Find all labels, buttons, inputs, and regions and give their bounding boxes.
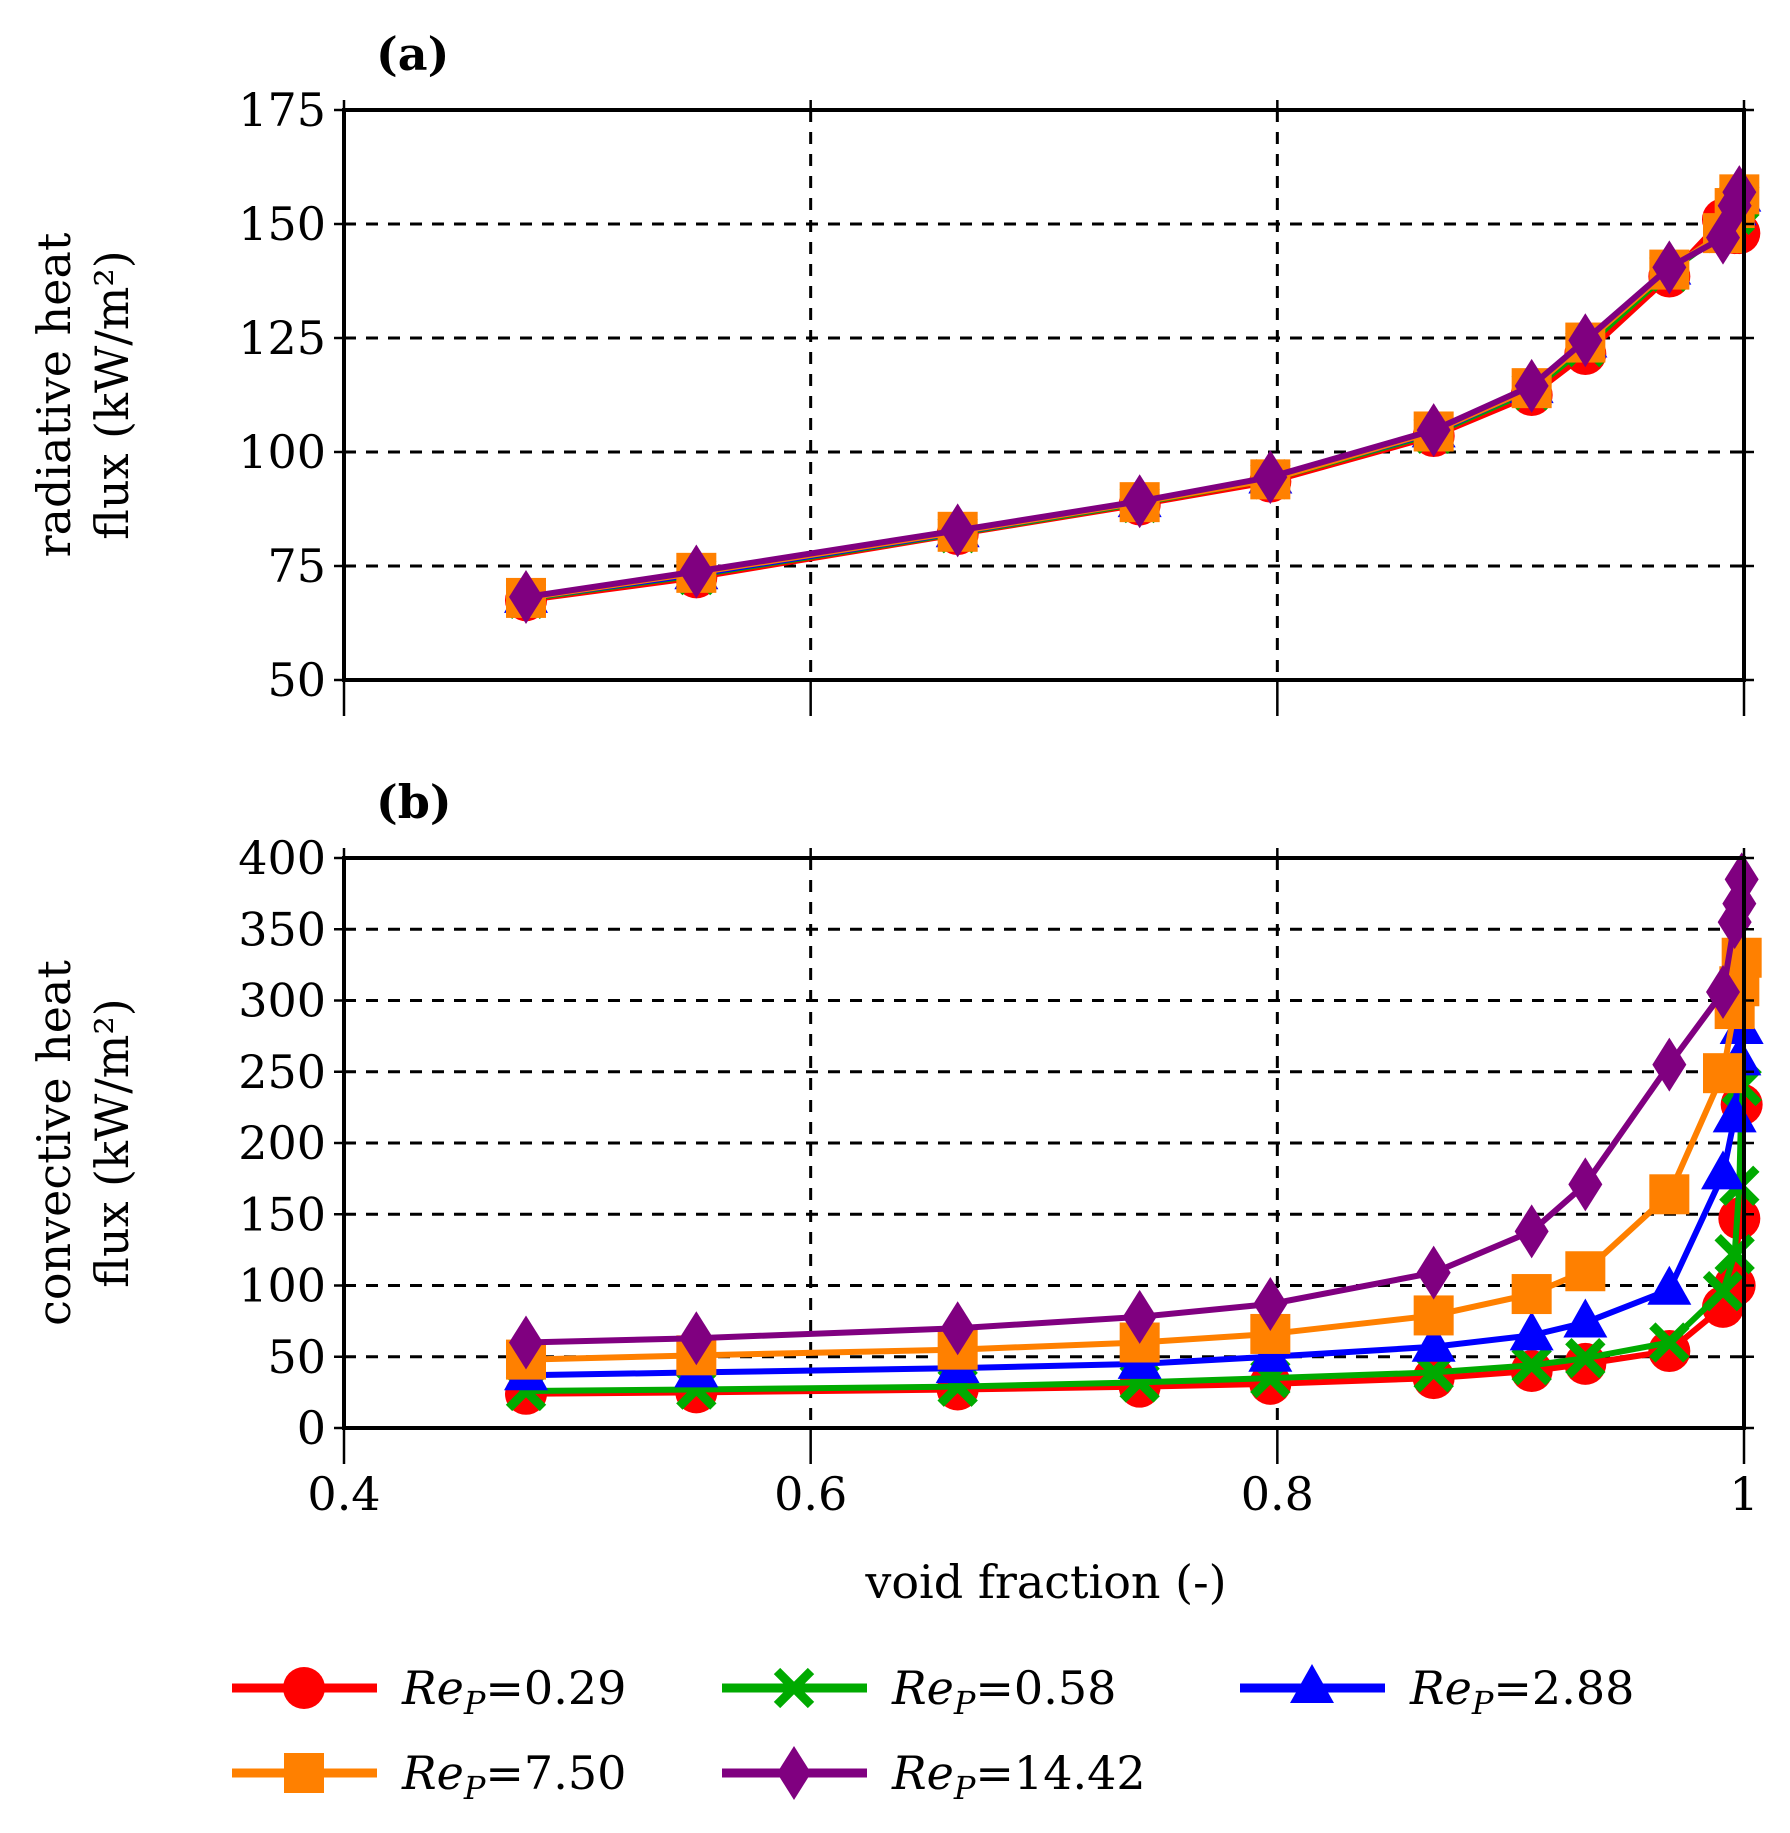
data-point bbox=[1722, 165, 1757, 220]
data-point bbox=[1563, 1298, 1608, 1338]
y-axis-title: flux (kW/m²) bbox=[85, 998, 139, 1287]
data-point bbox=[509, 570, 543, 625]
y-tick-label: 125 bbox=[238, 311, 326, 365]
data-point bbox=[1702, 1271, 1744, 1312]
panel-label: (b) bbox=[376, 775, 452, 829]
series-line bbox=[525, 195, 1743, 601]
legend-marker bbox=[284, 1753, 324, 1793]
legend-marker bbox=[777, 1746, 811, 1800]
data-point bbox=[679, 1311, 714, 1366]
series-line bbox=[525, 193, 1743, 601]
data-point bbox=[679, 544, 714, 599]
data-point bbox=[1122, 1289, 1157, 1344]
ticks: 50 75 100 125 150 175 bbox=[238, 83, 1754, 716]
grid bbox=[344, 110, 1744, 680]
grid bbox=[344, 858, 1744, 1428]
data-point bbox=[1706, 964, 1740, 1019]
y-axis-title: radiative heat bbox=[27, 232, 81, 557]
data-point bbox=[1416, 403, 1451, 458]
y-tick-label: 50 bbox=[267, 653, 326, 707]
y-tick-label: 100 bbox=[238, 1259, 326, 1313]
data-point bbox=[1649, 1174, 1690, 1215]
data-point bbox=[940, 1301, 975, 1356]
data-point bbox=[1509, 1311, 1554, 1351]
data-point bbox=[1122, 474, 1157, 529]
data-point bbox=[1253, 450, 1288, 505]
legend-marker bbox=[283, 1667, 325, 1709]
legend-label: ReP=2.88 bbox=[1409, 1661, 1634, 1722]
x-tick-label: 1 bbox=[1729, 1467, 1758, 1521]
legend-entry: ReP=0.58 bbox=[722, 1661, 1116, 1722]
series-2 bbox=[504, 172, 1762, 613]
y-tick-label: 75 bbox=[267, 539, 326, 593]
y-tick-label: 100 bbox=[238, 425, 326, 479]
series-4 bbox=[509, 165, 1757, 625]
y-tick-label: 175 bbox=[238, 83, 326, 137]
data-point bbox=[1568, 1157, 1603, 1212]
y-tick-label: 150 bbox=[238, 1187, 326, 1241]
data-point bbox=[1701, 1150, 1745, 1190]
data-point bbox=[1652, 240, 1687, 295]
y-tick-label: 150 bbox=[238, 197, 326, 251]
x-tick-label: 0.4 bbox=[307, 1467, 380, 1521]
series-line bbox=[525, 200, 1743, 602]
legend-marker bbox=[773, 1667, 815, 1709]
data-point bbox=[1724, 852, 1759, 907]
y-tick-label: 300 bbox=[238, 974, 326, 1028]
panel-radiative-heat-flux: 50 75 100 125 150 175 (a) radiative heat flux (k… bbox=[27, 27, 1762, 716]
y-tick-label: 0 bbox=[297, 1401, 326, 1455]
legend-label: ReP=14.42 bbox=[891, 1746, 1146, 1807]
legend: ReP=0.29 ReP=0.58 ReP=2.88 ReP=7.50 ReP=14.4… bbox=[232, 1661, 1634, 1807]
data-point bbox=[1652, 1037, 1687, 1092]
data-point bbox=[1565, 1337, 1606, 1379]
panel-label: (a) bbox=[376, 27, 449, 81]
data-point bbox=[940, 503, 975, 558]
data-point bbox=[1649, 1322, 1690, 1363]
legend-marker bbox=[1290, 1664, 1334, 1703]
y-tick-label: 250 bbox=[238, 1045, 326, 1099]
data-point bbox=[1511, 1274, 1552, 1315]
legend-entry: ReP=14.42 bbox=[722, 1746, 1146, 1807]
legend-label: ReP=0.29 bbox=[401, 1661, 626, 1722]
y-tick-label: 400 bbox=[238, 831, 326, 885]
data-point bbox=[1565, 1251, 1606, 1292]
data-point bbox=[1648, 1330, 1691, 1373]
y-axis-title: convective heat bbox=[27, 960, 81, 1326]
data-point bbox=[1703, 1053, 1743, 1094]
data-point bbox=[1253, 1277, 1288, 1332]
data-point bbox=[1514, 358, 1549, 413]
ticks: 0 50 100 150 200 250 300 350 400 0.4 0.6 0.8 1 bbox=[238, 831, 1758, 1521]
panel-convective-heat-flux: 0 50 100 150 200 250 300 350 400 0.4 0.6 0.8 1 (b) con… bbox=[27, 775, 1764, 1609]
data-point bbox=[1511, 1345, 1552, 1386]
legend-entry: ReP=2.88 bbox=[1240, 1661, 1634, 1722]
legend-entry: ReP=0.29 bbox=[232, 1661, 626, 1722]
legend-label: ReP=0.58 bbox=[891, 1661, 1116, 1722]
y-tick-label: 350 bbox=[238, 902, 326, 956]
series-line bbox=[525, 191, 1743, 600]
series-line bbox=[525, 879, 1745, 1346]
data-point bbox=[1416, 1245, 1451, 1300]
x-axis-title: void fraction (-) bbox=[864, 1555, 1226, 1609]
data-point bbox=[1714, 1233, 1755, 1275]
data-point bbox=[1413, 1295, 1454, 1336]
y-axis-title: flux (kW/m²) bbox=[85, 250, 139, 539]
y-tick-label: 50 bbox=[267, 1330, 326, 1384]
data-point bbox=[1568, 313, 1603, 368]
data-point bbox=[1647, 1265, 1692, 1305]
plot-frame bbox=[342, 108, 1746, 682]
data-point bbox=[1514, 1204, 1549, 1259]
series-4 bbox=[509, 852, 1759, 1370]
data-point bbox=[509, 1315, 543, 1370]
legend-entry: ReP=7.50 bbox=[232, 1746, 626, 1807]
x-tick-label: 0.8 bbox=[1241, 1467, 1314, 1521]
x-tick-label: 0.6 bbox=[774, 1467, 847, 1521]
y-tick-label: 200 bbox=[238, 1116, 326, 1170]
legend-label: ReP=7.50 bbox=[401, 1746, 626, 1807]
data-point bbox=[1411, 1322, 1456, 1362]
series-line bbox=[525, 216, 1740, 604]
